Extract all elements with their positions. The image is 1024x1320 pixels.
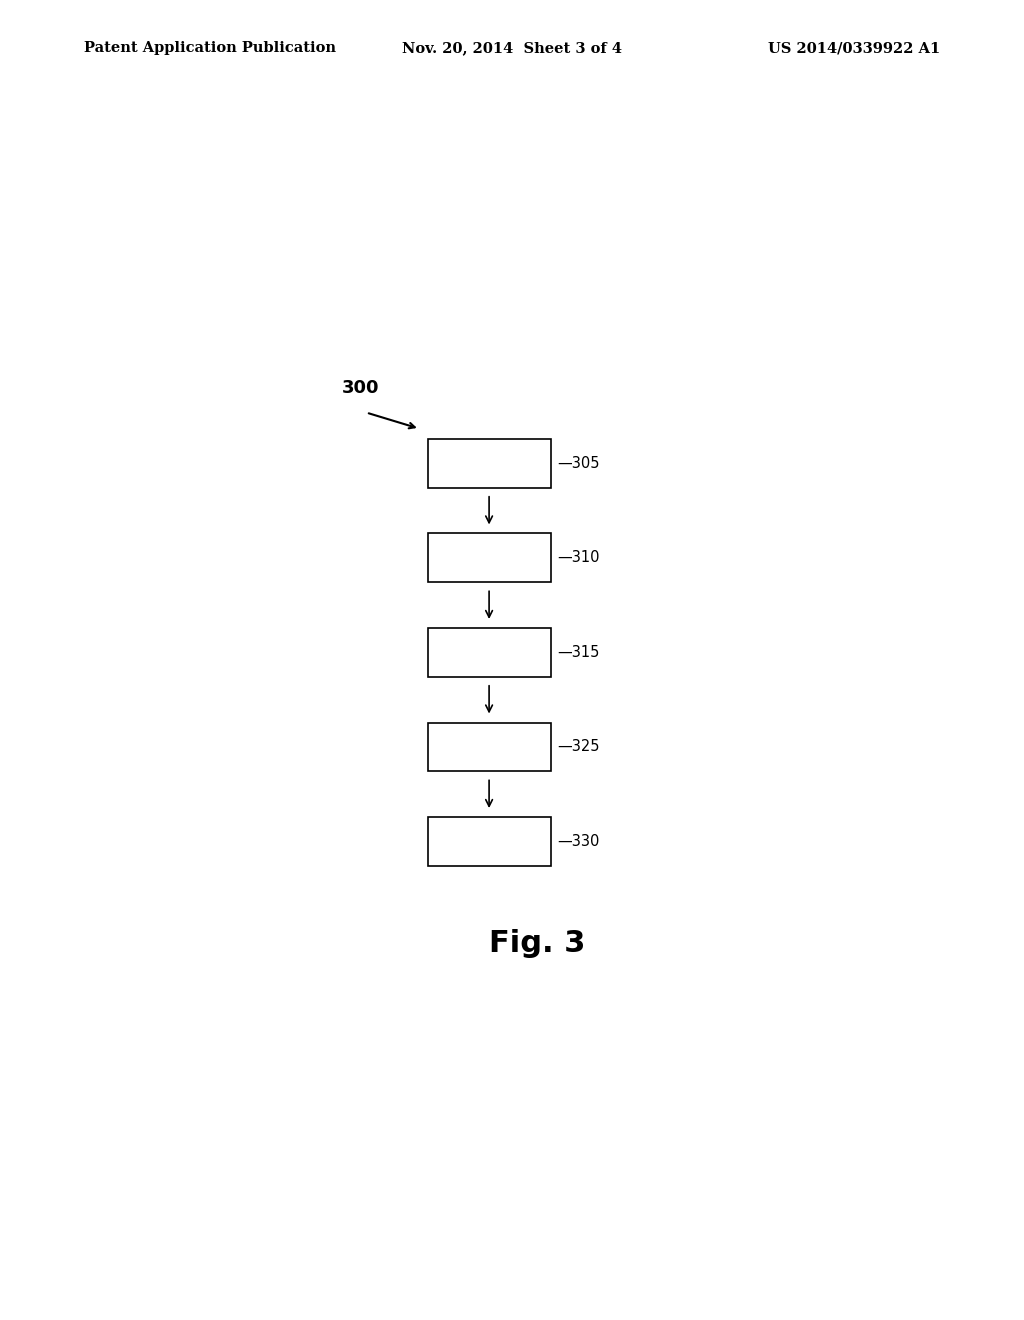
Text: US 2014/0339922 A1: US 2014/0339922 A1 (768, 41, 940, 55)
Text: —310: —310 (557, 550, 599, 565)
Bar (428, 628, 551, 677)
Bar (428, 817, 551, 866)
Text: 300: 300 (342, 379, 380, 397)
Bar (428, 440, 551, 487)
Text: —305: —305 (557, 455, 599, 471)
Text: —330: —330 (557, 834, 599, 849)
Text: —325: —325 (557, 739, 599, 755)
Text: Nov. 20, 2014  Sheet 3 of 4: Nov. 20, 2014 Sheet 3 of 4 (402, 41, 622, 55)
Bar (428, 722, 551, 771)
Text: —315: —315 (557, 645, 599, 660)
Text: Patent Application Publication: Patent Application Publication (84, 41, 336, 55)
Bar (428, 533, 551, 582)
Text: Fig. 3: Fig. 3 (488, 928, 585, 957)
